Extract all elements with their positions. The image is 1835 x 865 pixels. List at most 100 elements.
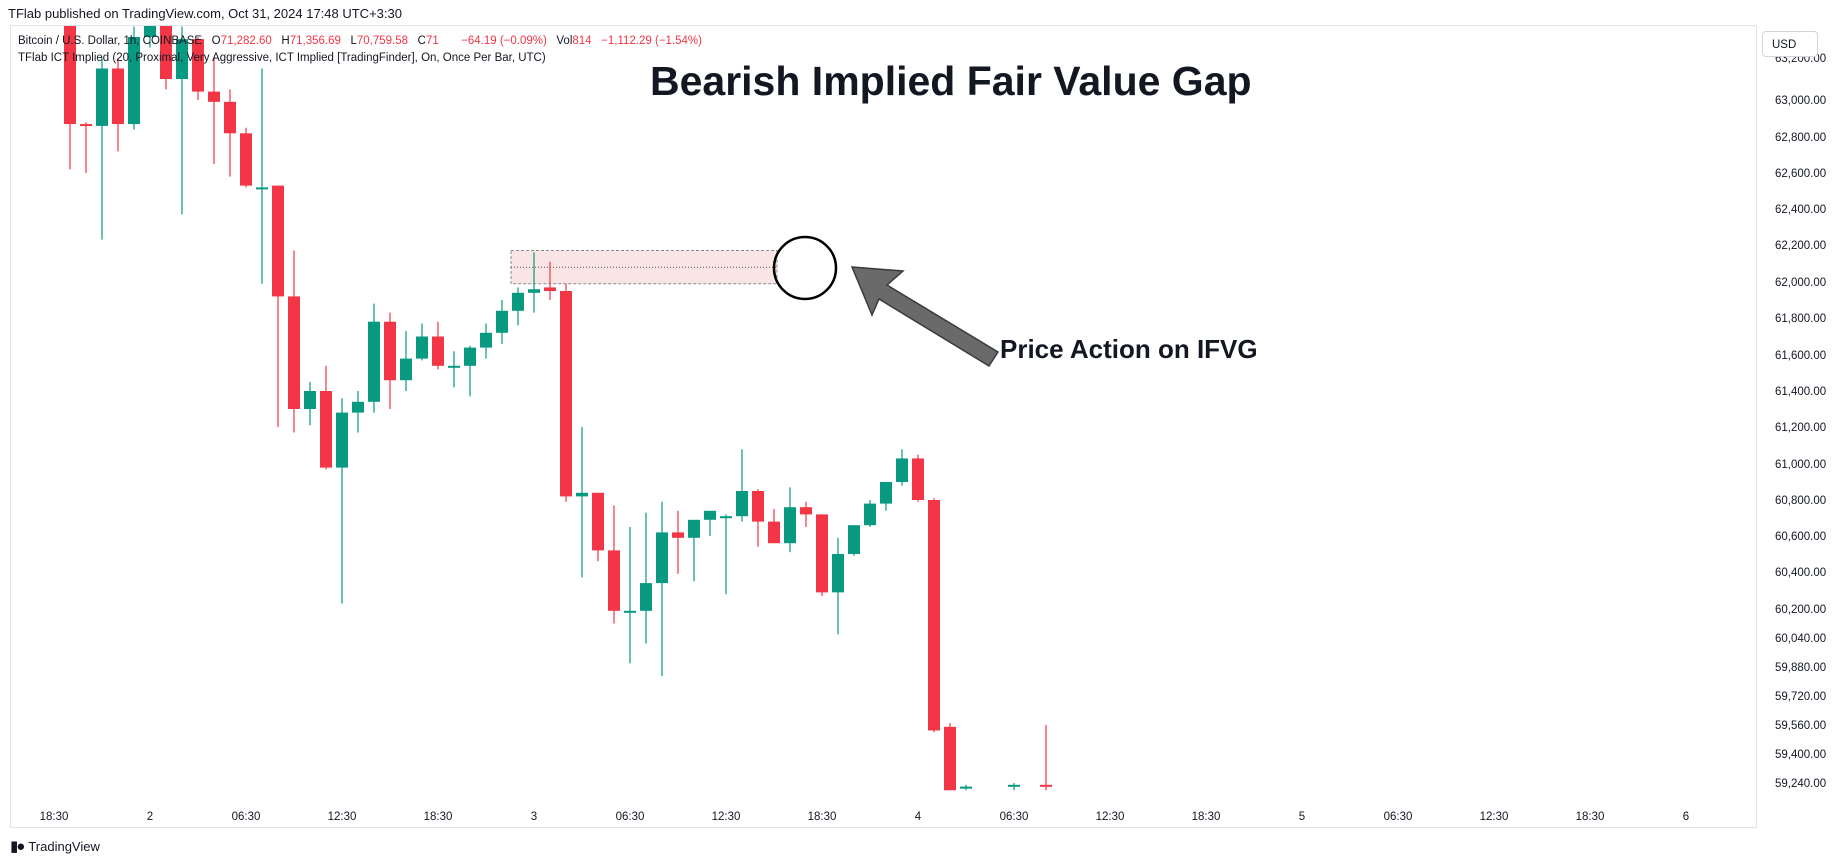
annotation-overlay <box>772 235 1000 368</box>
candle-body <box>768 521 780 544</box>
pointer-arrow-icon <box>850 266 1000 368</box>
candle-body <box>848 525 860 554</box>
candle-body <box>640 583 652 611</box>
time-tick-label: 3 <box>531 811 537 823</box>
price-tick-label: 63,000.00 <box>1775 95 1826 107</box>
candle-body <box>560 291 572 497</box>
price-tick-label: 61,800.00 <box>1775 313 1826 325</box>
candle-body <box>432 336 444 366</box>
symbol-name[interactable]: Bitcoin / U.S. Dollar, 1h, COINBASE <box>18 35 203 47</box>
candle-body <box>800 507 812 515</box>
time-tick-label: 18:30 <box>808 811 837 823</box>
candle-body <box>960 786 972 789</box>
candle-body <box>1008 784 1020 787</box>
candle-body <box>896 458 908 482</box>
candle-body <box>736 491 748 517</box>
candle-body <box>464 347 476 366</box>
candle-body <box>864 503 876 526</box>
price-tick-label: 62,400.00 <box>1775 204 1826 216</box>
volume-change: −1,112.29 (−1.54%) <box>601 35 702 47</box>
candle-body <box>880 482 892 504</box>
time-tick-label: 18:30 <box>40 811 69 823</box>
candle-body <box>368 321 380 402</box>
candle-body <box>912 458 924 500</box>
candle-body <box>64 26 76 125</box>
candle-body <box>496 310 508 333</box>
candle-body <box>704 510 716 520</box>
time-tick-label: 2 <box>147 811 153 823</box>
candle-body <box>752 491 764 522</box>
indicator-legend[interactable]: TFlab ICT Implied (20, Proximal, Very Ag… <box>18 52 546 64</box>
time-tick-label: 5 <box>1299 811 1305 823</box>
close-value: 71 <box>425 35 439 47</box>
candle-body <box>672 532 684 538</box>
publisher-line: TFlab published on TradingView.com, Oct … <box>8 6 402 21</box>
price-tick-label: 59,560.00 <box>1775 720 1826 732</box>
candle-body <box>304 391 316 409</box>
candle-body <box>128 37 140 125</box>
time-tick-label: 6 <box>1683 811 1689 823</box>
candle-body <box>720 516 732 519</box>
volume-value: 814 <box>572 35 592 47</box>
candle-body <box>528 289 540 293</box>
time-tick-label: 18:30 <box>1576 811 1605 823</box>
time-tick-label: 4 <box>915 811 922 823</box>
tradingview-branding[interactable]: ▮● TradingView <box>10 837 100 855</box>
candle-body <box>688 519 700 538</box>
candle-body <box>208 91 220 102</box>
candle-body <box>224 101 236 134</box>
candle-layer <box>64 26 1052 791</box>
candle-body <box>144 26 156 38</box>
candle-body <box>336 412 348 468</box>
change-value: −64.19 (−0.09%) <box>461 35 547 47</box>
candle-body <box>480 332 492 348</box>
candle-body <box>256 187 268 190</box>
candle-body <box>832 554 844 593</box>
price-tick-label: 62,200.00 <box>1775 240 1826 252</box>
highlight-circle <box>772 235 838 301</box>
price-tick-label: 61,400.00 <box>1775 386 1826 398</box>
price-tick-label: 60,040.00 <box>1775 633 1826 645</box>
candle-body <box>416 336 428 359</box>
time-tick-label: 06:30 <box>232 811 261 823</box>
low-label: L <box>350 35 357 47</box>
time-tick-label: 06:30 <box>616 811 645 823</box>
price-tick-label: 60,400.00 <box>1775 567 1826 579</box>
time-tick-label: 18:30 <box>1192 811 1221 823</box>
price-tick-label: 59,240.00 <box>1775 778 1826 790</box>
candle-body <box>1040 784 1052 787</box>
candle-body <box>320 391 332 468</box>
candle-body <box>160 26 172 79</box>
brand-name: TradingView <box>28 838 100 854</box>
price-tick-label: 61,200.00 <box>1775 422 1826 434</box>
high-value: 71,356.69 <box>289 35 341 47</box>
time-tick-label: 06:30 <box>1000 811 1029 823</box>
candle-body <box>928 500 940 731</box>
price-tick-label: 59,720.00 <box>1775 691 1826 703</box>
chart-pane[interactable] <box>10 25 1757 828</box>
price-axis: 63,200.0063,000.0062,800.0062,600.0062,4… <box>1775 53 1826 790</box>
price-tick-label: 62,000.00 <box>1775 277 1826 289</box>
candle-body <box>592 492 604 551</box>
candle-body <box>944 726 956 791</box>
candle-body <box>784 507 796 544</box>
price-tick-label: 61,000.00 <box>1775 459 1826 471</box>
candle-body <box>192 39 204 92</box>
time-tick-label: 06:30 <box>1384 811 1413 823</box>
price-tick-label: 60,600.00 <box>1775 531 1826 543</box>
time-tick-label: 12:30 <box>712 811 741 823</box>
price-tick-label: 62,800.00 <box>1775 132 1826 144</box>
chart-title-annotation: Bearish Implied Fair Value Gap <box>650 58 1252 104</box>
low-value: 70,759.58 <box>356 35 409 47</box>
currency-button[interactable]: USD <box>1762 31 1818 57</box>
price-tick-label: 61,600.00 <box>1775 350 1826 362</box>
candle-body <box>112 68 124 125</box>
price-tick-label: 60,800.00 <box>1775 495 1826 507</box>
volume-label: Vol <box>556 35 573 47</box>
price-tick-label: 59,400.00 <box>1775 749 1826 761</box>
time-axis: 18:30 2 06:30 12:30 18:30 3 06:30 12:30 18:30 4 06… <box>40 811 1690 823</box>
candle-body <box>352 401 364 413</box>
symbol-legend: Bitcoin / U.S. Dollar, 1h, COINBASE O71,… <box>18 35 702 47</box>
time-tick-label: 18:30 <box>424 811 453 823</box>
